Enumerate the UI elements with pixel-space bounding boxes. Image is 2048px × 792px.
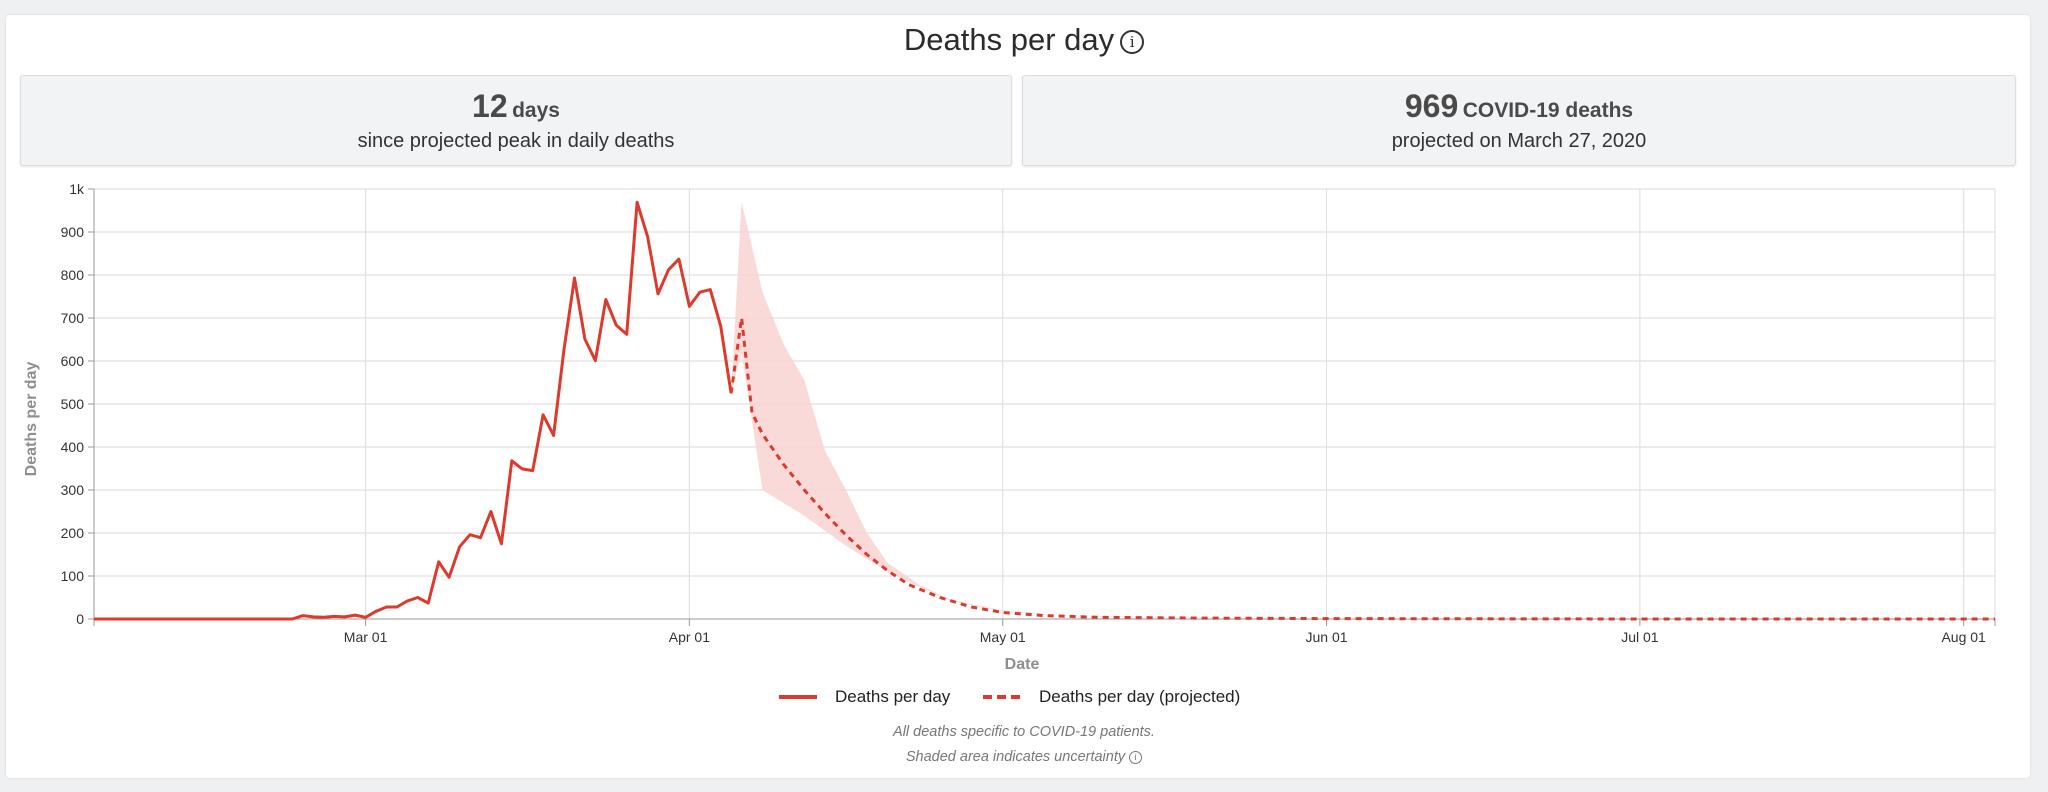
footnote-uncertainty: Shaded area indicates uncertainty [905,749,1126,765]
y-tick-label: 0 [76,611,84,627]
x-tick-label: Jun 01 [1305,629,1347,645]
peak-days-number: 12 [472,88,508,124]
y-tick-label: 900 [61,224,85,240]
y-tick-label: 200 [61,525,85,541]
x-tick-label: Aug 01 [1941,629,1986,645]
peak-deaths-number: 969 [1404,88,1459,124]
deaths-per-day-line [94,200,733,621]
peak-deaths-caption: projected on March 27, 2020 [1391,130,1647,152]
footnote-deaths: All deaths specific to COVID-19 patients… [893,724,1155,740]
y-tick-label: 1k [69,181,85,197]
y-tick-label: 700 [61,310,85,326]
uncertainty-info-icon[interactable]: i [1129,751,1143,764]
peak-days-caption: since projected peak in daily deaths [357,130,675,152]
projected-deaths-line [729,316,1995,621]
x-tick-label: Mar 01 [344,629,388,645]
y-tick-label: 800 [61,267,85,283]
chart-title-row: Deaths per day i [0,22,2048,58]
y-tick-label: 300 [61,482,85,498]
x-tick-label: Apr 01 [669,629,710,645]
y-tick-label: 100 [61,568,85,584]
x-tick-label: May 01 [980,629,1026,645]
legend-label-projected: Deaths per day (projected) [1039,687,1240,706]
legend-label-actual: Deaths per day [835,687,951,706]
peak-deaths-unit: COVID-19 deaths [1462,99,1634,122]
y-axis-title: Deaths per day [23,362,40,477]
info-icon[interactable]: i [1120,30,1145,54]
chart-title: Deaths per day [903,22,1115,57]
peak-days-card: 12 days since projected peak in daily de… [20,75,1012,166]
footnote-uncertainty-row: Shaded area indicates uncertainty i [0,749,2048,765]
uncertainty-band [731,201,1995,619]
y-tick-label: 500 [61,396,85,412]
x-axis-title: Date [1005,656,1040,673]
y-tick-label: 400 [61,439,85,455]
peak-deaths-card: 969 COVID-19 deaths projected on March 2… [1022,75,2016,166]
x-tick-label: Jul 01 [1621,629,1659,645]
y-tick-label: 600 [61,353,85,369]
peak-days-unit: days [512,99,560,122]
